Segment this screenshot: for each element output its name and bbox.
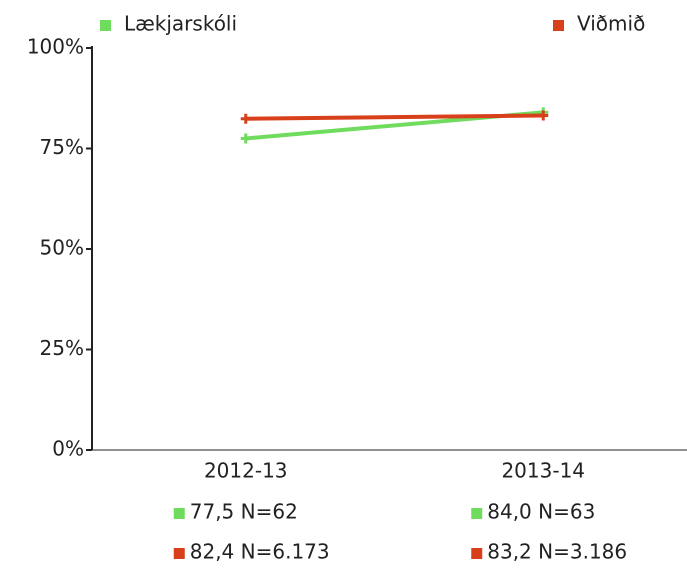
x-tick-label: 2012-13 [204,459,288,483]
y-tick-label: 0% [52,437,84,461]
legend-label: Viðmið [577,12,645,36]
y-tick-label: 50% [40,236,84,260]
legend-label: Lækjarskóli [124,12,237,36]
point-marker [538,110,549,121]
data-label: 77,5 N=62 [190,500,298,524]
point-marker [240,113,251,124]
point-marker [240,133,251,144]
y-tick-label: 25% [40,336,84,360]
series-line [245,113,544,121]
data-label: 84,0 N=63 [487,500,595,524]
data-label: 83,2 N=3.186 [487,540,627,564]
label-swatch [173,548,185,559]
legend-swatch [553,20,564,31]
label-swatch [471,548,483,559]
legend-swatch [100,20,111,31]
data-label: 82,4 N=6.173 [190,540,330,564]
label-swatch [173,508,185,519]
label-swatch [471,508,483,519]
y-tick-label: 75% [40,135,84,159]
y-tick-label: 100% [27,35,84,59]
x-tick-label: 2013-14 [501,459,585,483]
